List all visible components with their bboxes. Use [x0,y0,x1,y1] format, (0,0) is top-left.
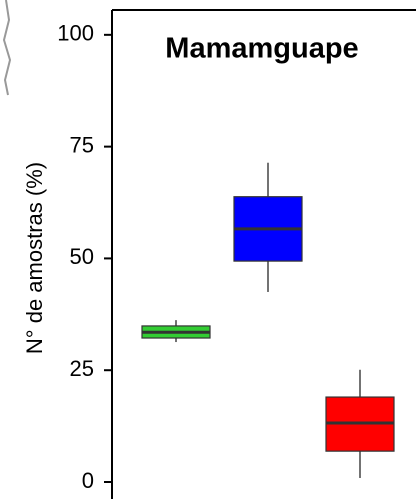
chart-title: Mamamguape [165,33,358,65]
y-tick-label: 75 [70,132,94,157]
y-tick-label: 25 [70,356,94,381]
y-tick-label: 50 [70,244,94,269]
decoration [2,0,12,96]
y-tick-label: 100 [57,21,94,46]
y-axis-label: N° de amostras (%) [22,162,47,354]
y-tick-label: 0 [82,468,94,493]
